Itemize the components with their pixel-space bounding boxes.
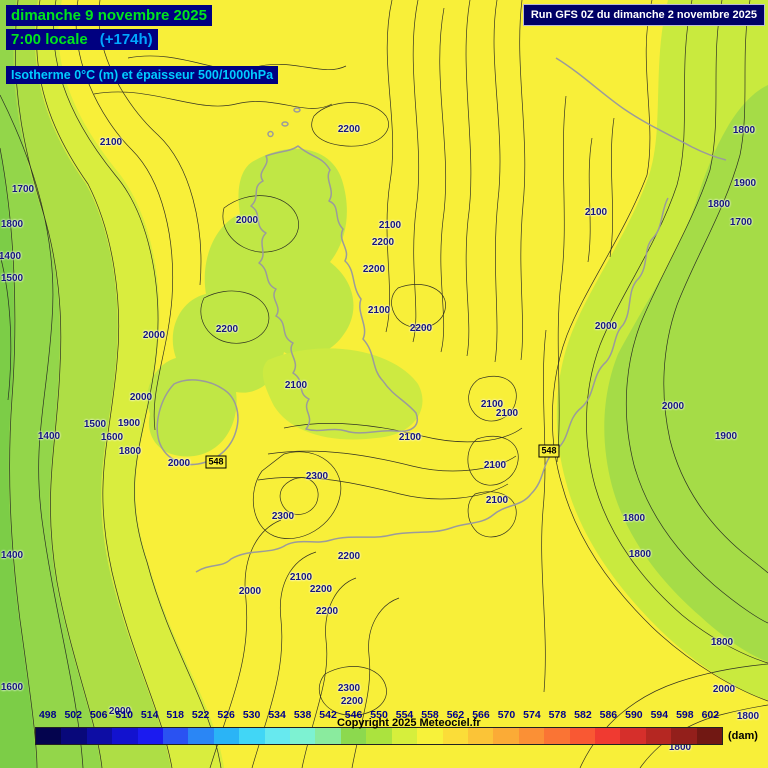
scale-color-cell: [696, 728, 722, 744]
scale-value-label: 510: [115, 709, 133, 721]
scale-color-cell: [213, 728, 240, 744]
scale-value-label: 574: [523, 709, 541, 721]
scale-value-label: 534: [268, 709, 286, 721]
run-info-banner: Run GFS 0Z du dimanche 2 novembre 2025: [522, 4, 765, 26]
scale-color-cell: [493, 728, 519, 744]
map-parameter-title: Isotherme 0°C (m) et épaisseur 500/1000h…: [6, 66, 279, 84]
scale-color-cell: [112, 728, 138, 744]
scale-color-cell: [518, 728, 545, 744]
scale-value-label: 546: [344, 709, 363, 721]
coastline-great-britain: [250, 145, 418, 434]
scale-value-label: 562: [446, 709, 465, 721]
scale-value-label: 586: [599, 709, 618, 721]
scale-value-label: 590: [625, 709, 643, 721]
scale-color-cell: [239, 728, 265, 744]
scale-value-label: 530: [242, 709, 261, 721]
scale-value-label: 526: [217, 709, 235, 721]
scale-value-label: 598: [676, 709, 694, 721]
scale-value-label: 518: [166, 709, 184, 721]
scale-value-label: 570: [497, 709, 516, 721]
scale-color-cell: [671, 728, 697, 744]
scale-value-label: 578: [548, 709, 567, 721]
scale-color-cell: [36, 728, 62, 744]
scale-color-cell: [315, 728, 341, 744]
scale-value-label: 594: [650, 709, 669, 721]
scale-color-cell: [442, 728, 468, 744]
scale-value-label: 554: [395, 709, 414, 721]
scale-color-cell: [391, 728, 418, 744]
scale-color-cell: [467, 728, 494, 744]
scale-value-label: 538: [293, 709, 312, 721]
scale-color-cell: [366, 728, 392, 744]
scale-color-cell: [620, 728, 646, 744]
scale-color-cell: [264, 728, 291, 744]
scale-value-label: 506: [89, 709, 108, 721]
scale-color-cell: [594, 728, 621, 744]
scale-value-label: 502: [64, 709, 82, 721]
forecast-hour-offset: (+174h): [99, 31, 153, 48]
scale-color-cell: [163, 728, 189, 744]
scale-color-cell: [61, 728, 87, 744]
scale-value-label: 522: [191, 709, 210, 721]
scale-color-cell: [86, 728, 113, 744]
scale-value-label: 550: [370, 709, 388, 721]
scale-values-row: 498 502 506 510 514 518 522 526 530 534 538 542 546 5…: [35, 709, 723, 721]
copyright-text: Copyright 2025 Meteociel.fr: [337, 717, 481, 729]
scale-value-label: 558: [421, 709, 439, 721]
scale-color-cell: [569, 728, 595, 744]
scale-color-cell: [417, 728, 443, 744]
forecast-date: dimanche 9 novembre 2025: [6, 5, 212, 26]
scale-value-label: 542: [319, 709, 337, 721]
scale-value-label: 566: [472, 709, 490, 721]
forecast-local-time: 7:00 locale: [11, 31, 88, 48]
scale-bar: [35, 727, 723, 745]
scale-unit-label: (dam): [728, 730, 758, 742]
scale-color-cell: [188, 728, 214, 744]
scale-value-label: 514: [140, 709, 159, 721]
forecast-header: dimanche 9 novembre 2025 7:00 locale (+17…: [6, 5, 279, 84]
scale-color-cell: [645, 728, 672, 744]
scale-value-label: 602: [701, 709, 720, 721]
coastline-islands: [267, 107, 301, 138]
coastline-france: [195, 493, 532, 573]
scale-color-cell: [544, 728, 570, 744]
scale-color-cell: [340, 728, 367, 744]
scale-color-cell: [290, 728, 316, 744]
scale-value-label: 498: [38, 709, 57, 721]
scale-value-label: 582: [574, 709, 592, 721]
coastline-norway: [555, 57, 727, 161]
scale-color-cell: [137, 728, 164, 744]
coastline-ireland: [156, 379, 239, 466]
